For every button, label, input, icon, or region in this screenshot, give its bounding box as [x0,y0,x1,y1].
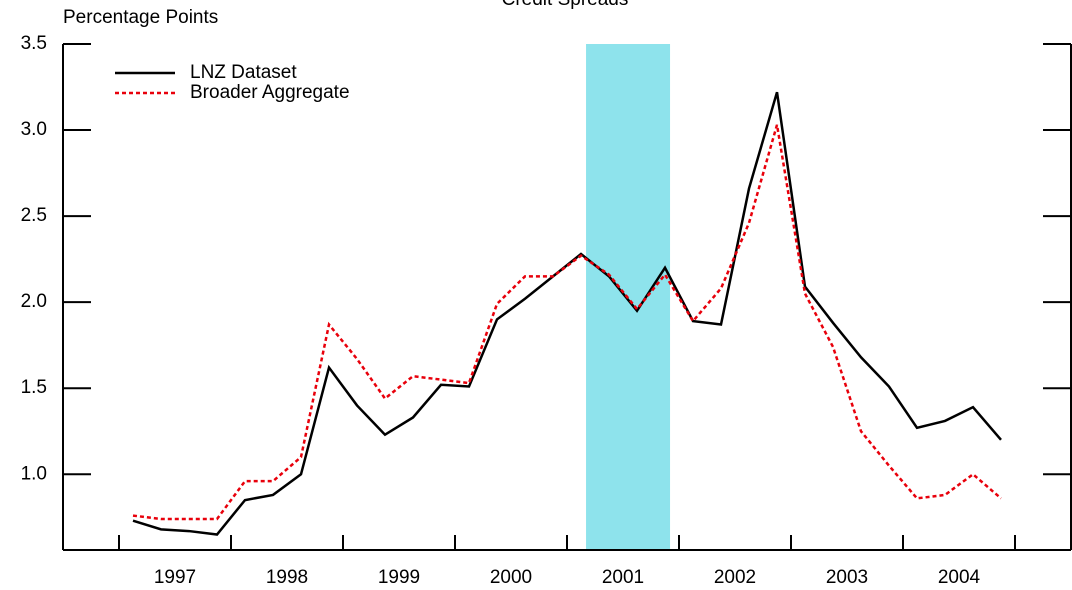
legend-label: LNZ Dataset [190,62,297,83]
legend-label: Broader Aggregate [190,82,350,103]
y-tick-label: 1.0 [21,463,47,484]
y-tick-label: 2.5 [21,205,47,226]
x-tick-label: 1998 [266,567,308,588]
series-line [132,124,1002,521]
y-tick-label: 3.5 [21,33,47,54]
y-tick-label: 3.0 [21,119,47,140]
x-tick-label: 2000 [490,567,532,588]
series-line [132,91,1002,536]
x-tick-label: 2003 [826,567,868,588]
x-tick-label: 1997 [154,567,196,588]
x-tick-label: 2004 [938,567,981,588]
chart-title: Credit Spreads [502,0,629,10]
x-tick-label: 2001 [602,567,644,588]
y-tick-label: 2.0 [21,291,47,312]
y-axis-label: Percentage Points [63,7,218,28]
x-tick-label: 2002 [714,567,756,588]
y-tick-label: 1.5 [21,377,47,398]
x-tick-label: 1999 [378,567,420,588]
